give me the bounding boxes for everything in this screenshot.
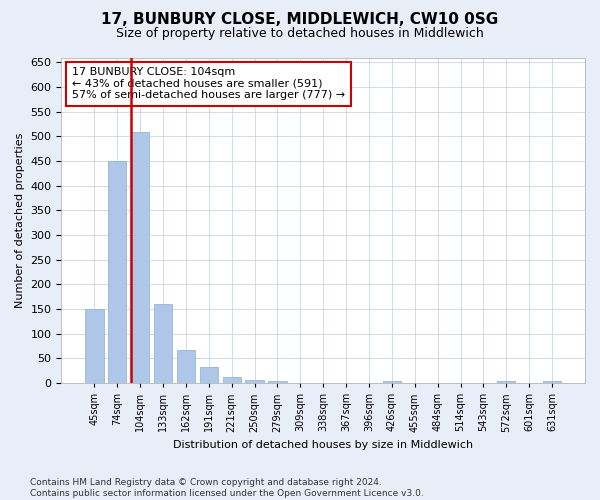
- Bar: [497, 380, 515, 383]
- Text: Size of property relative to detached houses in Middlewich: Size of property relative to detached ho…: [116, 28, 484, 40]
- Bar: [223, 377, 241, 383]
- Bar: [268, 380, 287, 383]
- Bar: [131, 132, 149, 383]
- Bar: [85, 309, 104, 383]
- Text: 17, BUNBURY CLOSE, MIDDLEWICH, CW10 0SG: 17, BUNBURY CLOSE, MIDDLEWICH, CW10 0SG: [101, 12, 499, 28]
- Text: Contains HM Land Registry data © Crown copyright and database right 2024.
Contai: Contains HM Land Registry data © Crown c…: [30, 478, 424, 498]
- Bar: [108, 161, 127, 383]
- X-axis label: Distribution of detached houses by size in Middlewich: Distribution of detached houses by size …: [173, 440, 473, 450]
- Bar: [177, 350, 195, 383]
- Y-axis label: Number of detached properties: Number of detached properties: [15, 132, 25, 308]
- Bar: [383, 380, 401, 383]
- Bar: [543, 380, 561, 383]
- Bar: [154, 304, 172, 383]
- Text: 17 BUNBURY CLOSE: 104sqm
← 43% of detached houses are smaller (591)
57% of semi-: 17 BUNBURY CLOSE: 104sqm ← 43% of detach…: [72, 68, 345, 100]
- Bar: [245, 380, 264, 383]
- Bar: [200, 367, 218, 383]
